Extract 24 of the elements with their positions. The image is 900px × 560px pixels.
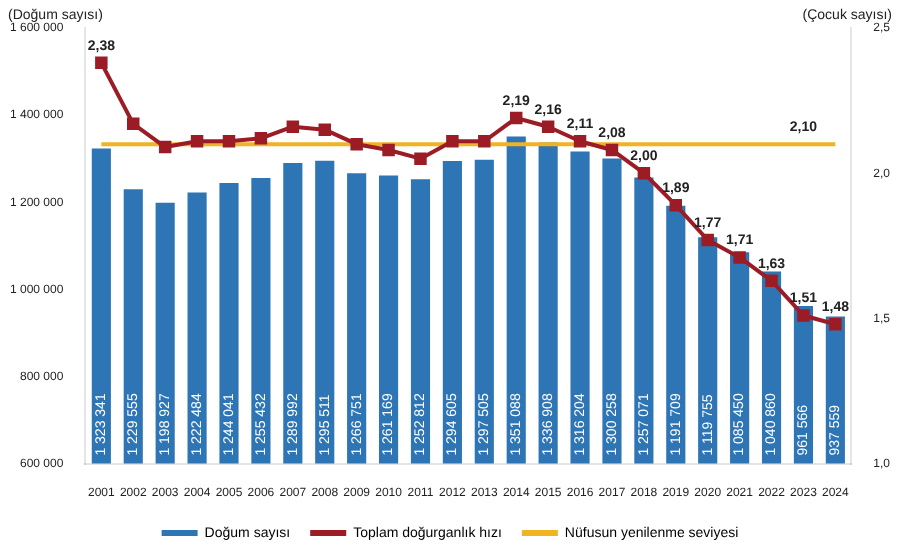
point	[701, 233, 714, 247]
point	[829, 317, 842, 331]
point	[478, 135, 491, 148]
point	[190, 135, 204, 148]
point	[765, 274, 778, 287]
point	[127, 117, 140, 131]
point	[605, 143, 619, 157]
point	[446, 135, 459, 148]
point	[637, 166, 651, 180]
point	[797, 309, 810, 322]
point	[286, 120, 300, 133]
point	[158, 140, 172, 154]
point	[733, 251, 746, 264]
point	[95, 56, 108, 70]
point	[382, 143, 395, 157]
point	[414, 152, 427, 165]
point	[222, 135, 236, 148]
point	[509, 111, 523, 125]
point	[669, 198, 683, 212]
point	[573, 135, 587, 148]
point	[541, 120, 555, 133]
point	[350, 137, 363, 151]
point	[254, 132, 268, 145]
point	[318, 123, 331, 136]
